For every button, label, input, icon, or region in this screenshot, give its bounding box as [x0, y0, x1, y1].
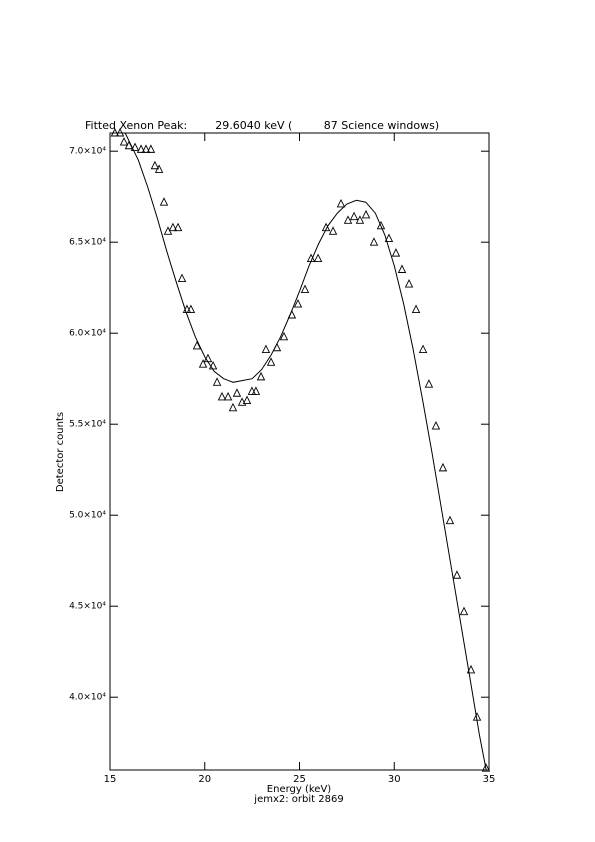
y-tick-label: 6.5×10⁴ [69, 238, 106, 248]
data-point [223, 391, 233, 401]
data-point [355, 215, 365, 224]
data-point [159, 197, 169, 206]
data-point [452, 570, 462, 579]
x-tick-label: 20 [198, 774, 211, 785]
data-point [119, 137, 129, 146]
y-tick-label: 5.5×10⁴ [69, 420, 106, 430]
y-tick-label: 5.0×10⁴ [69, 511, 106, 521]
data-point [300, 284, 310, 293]
data-point [424, 379, 434, 388]
data-point [115, 127, 125, 137]
data-point [217, 391, 227, 401]
data-point [445, 515, 455, 525]
data-point [361, 209, 371, 219]
data-point [150, 160, 160, 170]
data-point [136, 144, 146, 153]
x-tick-label: 30 [388, 774, 401, 785]
data-point [177, 273, 187, 283]
data-point [391, 248, 401, 257]
data-point [313, 253, 323, 263]
data-point [173, 222, 183, 232]
data-point [343, 215, 353, 224]
data-point [266, 357, 276, 366]
x-tick-label: 25 [293, 774, 306, 785]
data-point [376, 220, 386, 230]
data-point [384, 233, 394, 243]
data-point [228, 402, 238, 412]
data-point [256, 371, 266, 381]
data-point [438, 462, 448, 472]
data-point [481, 763, 491, 772]
data-point [154, 164, 164, 173]
data-point [466, 664, 476, 674]
chart-title: Fitted Xenon Peak: 29.6040 keV ( 87 Scie… [85, 119, 439, 132]
data-point [349, 211, 359, 221]
data-point [192, 340, 202, 350]
subtitle: jemx2: orbit 2869 [253, 794, 343, 805]
data-point [130, 142, 140, 152]
data-point [146, 144, 156, 153]
data-point [110, 127, 120, 137]
data-point [328, 226, 338, 235]
data-point [279, 331, 289, 341]
data-point [186, 304, 196, 313]
y-tick-label: 4.0×10⁴ [69, 693, 106, 703]
data-point [418, 344, 428, 354]
x-axis-label: Energy (keV) [267, 784, 332, 795]
data-point [198, 359, 208, 368]
data-point [404, 279, 414, 288]
y-tick-label: 4.5×10⁴ [69, 602, 106, 612]
data-point [336, 198, 346, 208]
data-point [369, 237, 379, 246]
x-tick-label: 15 [104, 774, 117, 785]
data-point [459, 606, 469, 616]
data-point [232, 388, 242, 397]
data-point [397, 264, 407, 273]
data-point [411, 304, 421, 313]
data-point [168, 222, 178, 232]
fit-curve [124, 132, 487, 771]
data-point [141, 144, 151, 153]
data-point [261, 344, 271, 354]
x-tick-label: 35 [483, 774, 496, 785]
y-tick-label: 7.0×10⁴ [69, 147, 106, 157]
data-point [321, 222, 331, 232]
data-point [242, 395, 252, 404]
data-point [251, 386, 261, 395]
y-tick-label: 6.0×10⁴ [69, 329, 106, 339]
data-point [293, 299, 303, 308]
data-point [431, 421, 441, 430]
data-point [212, 377, 222, 386]
y-axis-label: Detector counts [55, 412, 66, 492]
data-point [237, 397, 247, 406]
